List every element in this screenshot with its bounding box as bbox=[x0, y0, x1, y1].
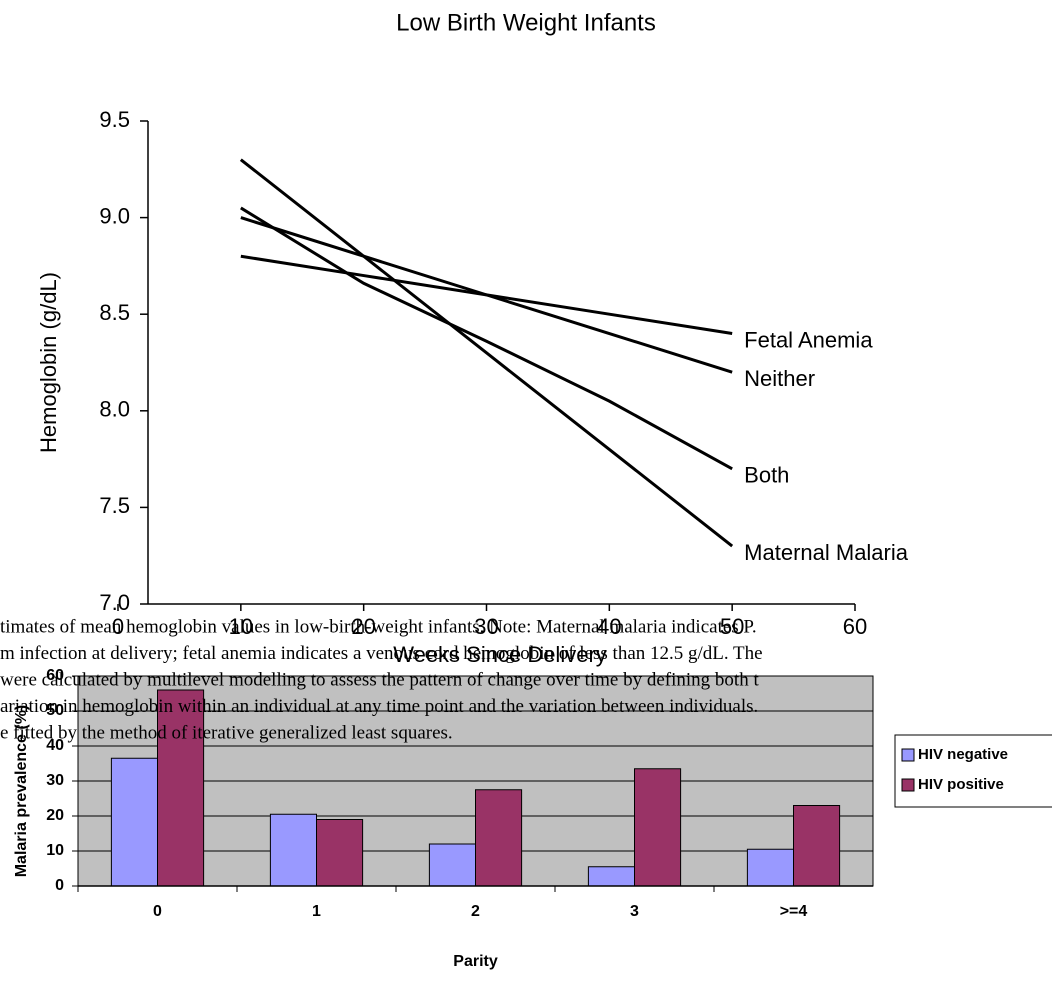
legend-swatch bbox=[901, 778, 915, 792]
x-tick-label: 2 bbox=[471, 903, 480, 920]
bar-chart: 0 10 20 30 40 50 60 0 1 2 3 >=4 Parity Malaria preval… bbox=[13, 667, 1052, 970]
chart-title: Low Birth Weight Infants bbox=[396, 9, 656, 36]
x-tick-label: 10 bbox=[229, 614, 253, 639]
y-tick-label: 50 bbox=[46, 702, 64, 719]
bar bbox=[316, 819, 364, 887]
x-tick-label: 3 bbox=[630, 903, 639, 920]
caption-line: timates of mean hemoglobin values in low… bbox=[0, 616, 757, 637]
legend-label: HIV positive bbox=[918, 776, 1004, 793]
y-tick-label: 10 bbox=[46, 842, 64, 859]
y-tick-label: 7.0 bbox=[99, 590, 130, 615]
bar bbox=[110, 757, 158, 887]
caption-line: m infection at delivery; fetal anemia in… bbox=[0, 643, 763, 664]
series-label: Maternal Malaria bbox=[744, 540, 909, 565]
bar bbox=[587, 866, 636, 887]
x-tick-label: >=4 bbox=[780, 903, 808, 920]
y-tick-label: 7.5 bbox=[99, 493, 130, 518]
y-axis-label: Hemoglobin (g/dL) bbox=[36, 272, 61, 453]
y-tick-label: 8.5 bbox=[99, 300, 130, 325]
legend-label: HIV negative bbox=[918, 746, 1008, 763]
y-tick-label: 60 bbox=[46, 667, 64, 684]
series-line bbox=[239, 158, 734, 548]
series-label: Fetal Anemia bbox=[744, 327, 873, 352]
x-tick-label: 0 bbox=[153, 903, 162, 920]
y-tick-label: 20 bbox=[46, 807, 64, 824]
y-tick-label: 9.5 bbox=[99, 107, 130, 132]
bar bbox=[634, 768, 682, 887]
legend-box bbox=[894, 734, 1052, 808]
y-tick-label: 9.0 bbox=[99, 203, 130, 228]
caption-line: ariation in hemoglobin within an individ… bbox=[0, 696, 758, 717]
x-axis-label: Parity bbox=[453, 953, 498, 970]
x-tick-label: 30 bbox=[474, 614, 498, 639]
line-chart: Low Birth Weight Infants 7.0 7.5 8.0 8.5 9.0 9… bbox=[36, 9, 909, 666]
x-tick-label: 20 bbox=[351, 614, 375, 639]
x-tick-label: 60 bbox=[843, 614, 867, 639]
y-tick-label: 8.0 bbox=[99, 397, 130, 422]
x-tick-label: 50 bbox=[720, 614, 744, 639]
series-label: Neither bbox=[744, 366, 815, 391]
bar bbox=[269, 813, 318, 887]
x-axis-label: Weeks Since Delivery bbox=[393, 642, 607, 667]
x-tick-label: 40 bbox=[597, 614, 621, 639]
legend-swatch bbox=[901, 748, 915, 762]
caption: timates of mean hemoglobin values in low… bbox=[0, 616, 763, 743]
series-line bbox=[240, 206, 733, 471]
series-line bbox=[240, 216, 733, 374]
y-axis-label: Malaria prevalence (%) bbox=[13, 705, 30, 878]
bar bbox=[746, 848, 795, 887]
bar bbox=[793, 805, 841, 887]
y-tick-label: 30 bbox=[46, 772, 64, 789]
y-tick-label: 40 bbox=[46, 737, 64, 754]
x-tick-label: 1 bbox=[312, 903, 321, 920]
caption-line: were calculated by multilevel modelling … bbox=[0, 669, 759, 690]
bar bbox=[475, 789, 523, 887]
bar bbox=[428, 843, 477, 887]
y-tick-label: 0 bbox=[55, 877, 64, 894]
series-label: Both bbox=[744, 463, 789, 488]
bar bbox=[157, 689, 205, 887]
caption-line: e fitted by the method of iterative gene… bbox=[0, 722, 453, 743]
x-tick-label: 0 bbox=[112, 614, 124, 639]
